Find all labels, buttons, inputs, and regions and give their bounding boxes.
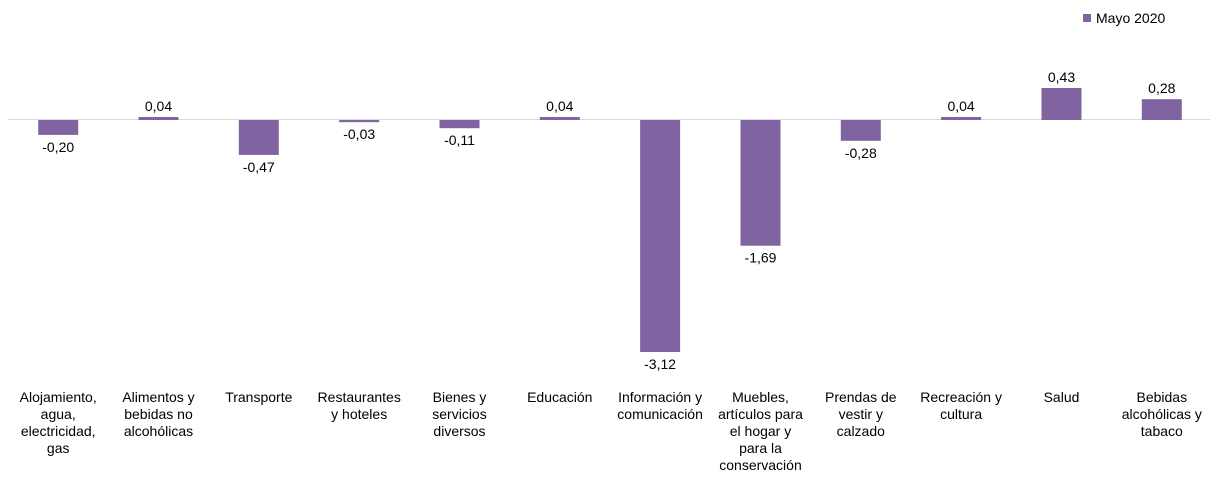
bar-4 [439, 120, 480, 129]
category-label-2: Transporte [225, 389, 292, 405]
category-labels: Alojamiento, agua, electricidad, gas Aliment… [20, 389, 1202, 473]
value-label-4: -0,11 [444, 132, 475, 148]
value-label-5: 0,04 [546, 98, 573, 114]
category-label-3: Restaurantes y hoteles [318, 389, 401, 422]
category-label-4: Bienes y servicios diversos [432, 389, 486, 439]
value-label-7: -1,69 [745, 250, 777, 266]
bar-9 [941, 117, 982, 120]
category-label-9: Recreación y cultura [920, 389, 1002, 422]
bar-11 [1141, 99, 1182, 120]
value-label-8: -0,28 [845, 145, 877, 161]
bar-1 [138, 117, 179, 120]
category-label-0: Alojamiento, agua, electricidad, gas [20, 389, 97, 456]
bar-8 [840, 120, 881, 141]
bars [38, 88, 1182, 352]
category-label-11: Bebidas alcohólicas y tabaco [1122, 389, 1202, 439]
value-labels: -0,20 0,04 -0,47 -0,03 -0,11 0,04 -3,12 -1,69 -0… [42, 69, 1175, 372]
value-label-1: 0,04 [145, 98, 172, 114]
value-label-0: -0,20 [42, 139, 74, 155]
value-label-9: 0,04 [947, 98, 974, 114]
bar-0 [38, 120, 79, 135]
bar-3 [339, 120, 380, 123]
bar-2 [238, 120, 279, 155]
bar-10 [1041, 88, 1082, 120]
value-label-2: -0,47 [243, 159, 275, 175]
bar-6 [640, 120, 681, 352]
category-label-10: Salud [1044, 389, 1080, 405]
category-label-5: Educación [527, 389, 592, 405]
legend: Mayo 2020 [1083, 10, 1165, 26]
bar-7 [740, 120, 781, 246]
category-label-8: Prendas de vestir y calzado [825, 389, 897, 439]
bar-5 [539, 117, 580, 120]
category-label-1: Alimentos y bebidas no alcohólicas [122, 389, 194, 439]
legend-label-mayo-2020: Mayo 2020 [1096, 10, 1165, 26]
value-label-3: -0,03 [343, 126, 375, 142]
legend-swatch [1083, 14, 1091, 22]
value-label-11: 0,28 [1148, 80, 1175, 96]
value-label-10: 0,43 [1048, 69, 1075, 85]
category-label-7: Muebles, artículos para el hogar y para la c… [718, 389, 803, 473]
value-label-6: -3,12 [644, 356, 676, 372]
category-label-6: Información y comunicación [617, 389, 703, 422]
